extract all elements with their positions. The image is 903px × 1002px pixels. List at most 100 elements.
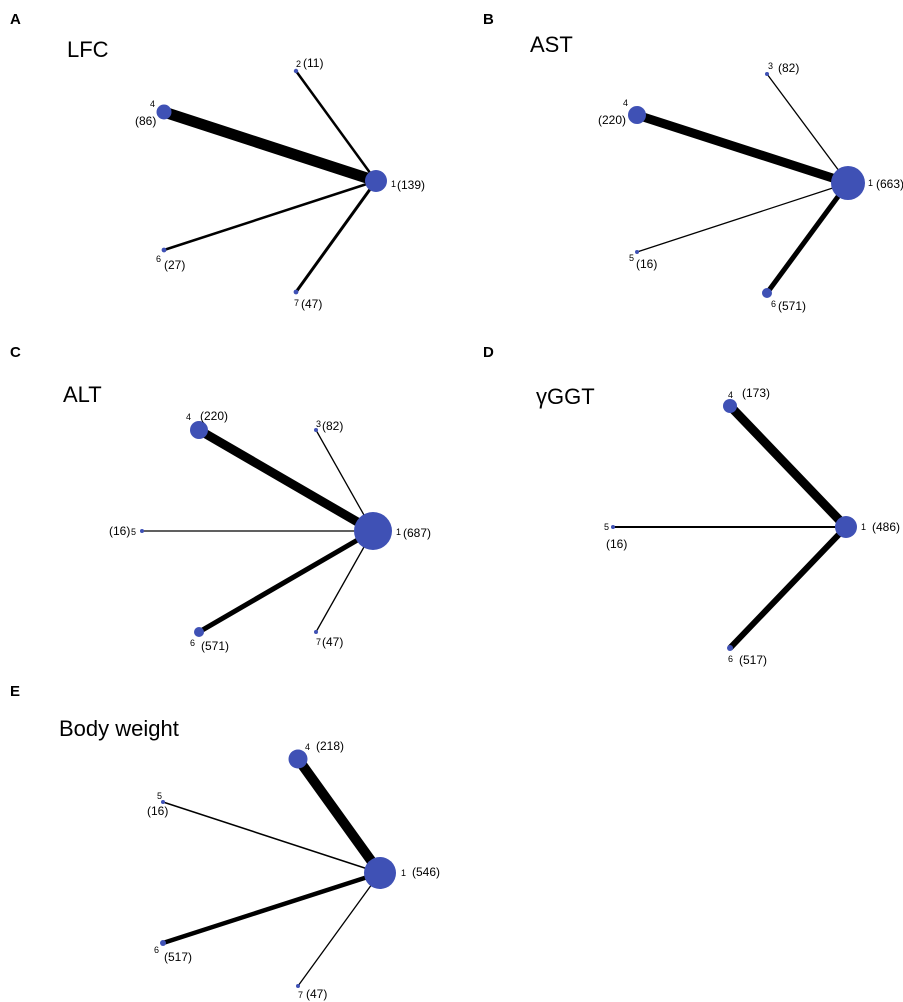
- edge-e-1-5: [162, 801, 381, 874]
- edge-c-1-3: [315, 429, 374, 532]
- panel-d-title: γGGT: [536, 384, 595, 409]
- node-c-6-number: 6: [190, 638, 195, 648]
- edge-c-1-7: [315, 530, 374, 633]
- node-a-6: [161, 247, 167, 253]
- edge-e-1-7: [297, 872, 381, 987]
- panel-b: B AST 1 (663) 3 (82) 4 (220) 5 (16) 6 (5…: [483, 11, 903, 313]
- panel-a: A LFC 1 (139) 2 (11) 4 (86) 6 (27) 7 (47…: [10, 11, 425, 311]
- edge-b-1-3: [766, 73, 849, 184]
- node-b-5: [635, 250, 639, 254]
- node-c-4-sample: (220): [200, 409, 228, 423]
- edge-a-1-7: [294, 180, 378, 293]
- node-c-5: [140, 529, 144, 533]
- node-b-4: [628, 106, 646, 124]
- node-c-5-sample: (16): [109, 524, 130, 538]
- panel-e: E Body weight 1 (546) 4 (218) 5 (16) 6 (…: [10, 683, 440, 1001]
- node-b-4-sample: (220): [598, 113, 626, 127]
- edge-d-1-4: [726, 402, 850, 531]
- edge-c-1-4: [196, 426, 376, 535]
- node-c-1: [354, 512, 392, 550]
- node-a-4: [156, 104, 172, 120]
- edge-a-1-2: [294, 70, 378, 182]
- node-c-4-number: 4: [186, 412, 191, 422]
- node-d-1-number: 1: [861, 522, 866, 532]
- panel-b-title: AST: [530, 32, 573, 57]
- node-e-7-number: 7: [298, 990, 303, 1000]
- node-e-7: [296, 984, 300, 988]
- panel-a-letter: A: [10, 11, 21, 28]
- node-c-1-sample: (687): [403, 526, 431, 540]
- node-e-4: [288, 749, 308, 769]
- node-a-2-sample: (11): [303, 56, 323, 70]
- panel-b-letter: B: [483, 11, 494, 28]
- node-a-7: [293, 289, 299, 295]
- node-b-1-number: 1: [868, 178, 873, 188]
- node-d-4-sample: (173): [742, 386, 770, 400]
- edge-b-1-5: [636, 182, 849, 253]
- panel-c: C ALT 1 (687) 3 (82) 4 (220) 5 (16) 6 (5…: [10, 344, 431, 653]
- node-a-2-number: 2: [296, 59, 301, 69]
- node-e-6-sample: (517): [164, 950, 192, 964]
- node-d-6-number: 6: [728, 654, 733, 664]
- node-e-4-number: 4: [305, 742, 310, 752]
- panel-c-title: ALT: [63, 382, 102, 407]
- panel-e-title: Body weight: [59, 716, 179, 741]
- node-a-1-number: 1: [391, 179, 396, 189]
- node-d-5: [611, 525, 615, 529]
- edge-a-1-6: [163, 179, 377, 252]
- node-a-4-number: 4: [150, 99, 155, 109]
- node-d-4: [723, 399, 737, 413]
- node-d-5-sample: (16): [606, 537, 627, 551]
- node-b-5-sample: (16): [636, 257, 657, 271]
- node-c-3-sample: (82): [322, 419, 343, 433]
- node-e-5: [161, 800, 165, 804]
- node-a-7-sample: (47): [301, 297, 322, 311]
- edge-a-1-4: [162, 106, 378, 187]
- node-e-6: [160, 940, 166, 946]
- node-b-3: [765, 72, 769, 76]
- node-b-6: [762, 288, 772, 298]
- node-c-6-sample: (571): [201, 639, 229, 653]
- node-e-4-sample: (218): [316, 739, 344, 753]
- node-c-4: [190, 421, 208, 439]
- node-a-4-sample: (86): [135, 114, 156, 128]
- node-e-6-number: 6: [154, 945, 159, 955]
- node-c-7-number: 7: [316, 637, 321, 647]
- node-d-4-number: 4: [728, 390, 733, 400]
- node-c-3-number: 3: [316, 419, 321, 429]
- node-d-1: [835, 516, 857, 538]
- edge-b-1-4: [635, 110, 850, 188]
- node-c-6: [194, 627, 204, 637]
- node-e-7-sample: (47): [306, 987, 327, 1001]
- node-a-2: [293, 68, 299, 74]
- node-d-6-sample: (517): [739, 653, 767, 667]
- node-c-5-number: 5: [131, 527, 136, 537]
- node-b-3-sample: (82): [778, 61, 799, 75]
- node-e-5-sample: (16): [147, 804, 168, 818]
- edge-d-1-6: [727, 524, 849, 651]
- node-e-1: [364, 857, 396, 889]
- node-a-6-sample: (27): [164, 258, 185, 272]
- node-e-1-number: 1: [401, 868, 406, 878]
- panel-c-letter: C: [10, 344, 21, 361]
- node-a-1-sample: (139): [397, 178, 425, 192]
- panel-a-title: LFC: [67, 37, 109, 62]
- node-b-4-number: 4: [623, 98, 628, 108]
- edge-e-1-6: [162, 870, 381, 946]
- node-c-3: [314, 428, 318, 432]
- panel-d: D γGGT 1 (486) 4 (173) 5 (16) 6 (517): [483, 344, 900, 667]
- node-e-1-sample: (546): [412, 865, 440, 879]
- node-e-5-number: 5: [157, 791, 162, 801]
- node-d-6: [727, 645, 733, 651]
- edge-b-1-6: [764, 181, 851, 295]
- node-c-1-number: 1: [396, 527, 401, 537]
- panel-d-letter: D: [483, 344, 494, 361]
- node-c-7-sample: (47): [322, 635, 343, 649]
- node-b-6-sample: (571): [778, 299, 806, 313]
- node-a-7-number: 7: [294, 298, 299, 308]
- panel-e-letter: E: [10, 683, 20, 700]
- node-c-7: [314, 630, 318, 634]
- node-b-1: [831, 166, 865, 200]
- node-d-5-number: 5: [604, 522, 609, 532]
